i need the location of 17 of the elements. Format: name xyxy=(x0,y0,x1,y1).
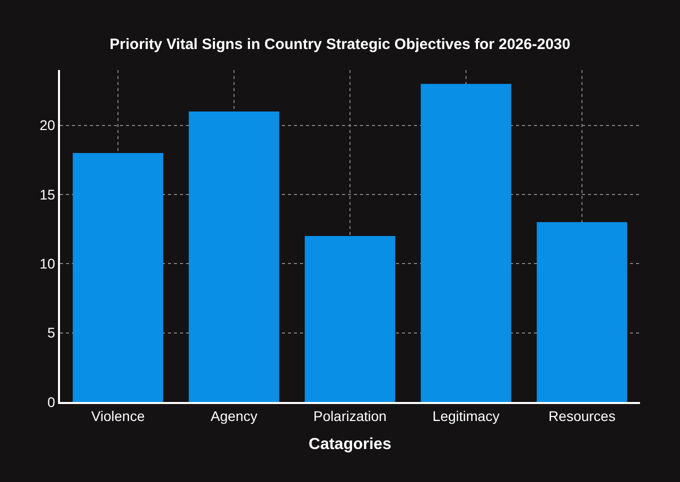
y-tick-label: 0 xyxy=(47,394,56,410)
x-tick-label: Agency xyxy=(210,408,258,424)
chart-title: Priority Vital Signs in Country Strategic Objectives for 2026-2030 xyxy=(110,36,570,54)
x-tick-label: Violence xyxy=(91,408,145,424)
bar xyxy=(536,222,628,402)
bar xyxy=(304,236,396,402)
y-tick-label: 15 xyxy=(40,186,56,202)
y-tick-label: 10 xyxy=(40,256,56,272)
bar xyxy=(420,84,512,402)
x-axis-title: Catagories xyxy=(308,436,392,453)
y-tick-label: 20 xyxy=(40,117,56,134)
x-tick-label: Resources xyxy=(548,408,616,424)
x-tick-label: Legitimacy xyxy=(432,408,500,424)
x-tick-label: Polarization xyxy=(313,408,387,424)
y-tick-label: 5 xyxy=(47,324,56,341)
bar xyxy=(72,153,164,402)
bar xyxy=(188,112,280,402)
